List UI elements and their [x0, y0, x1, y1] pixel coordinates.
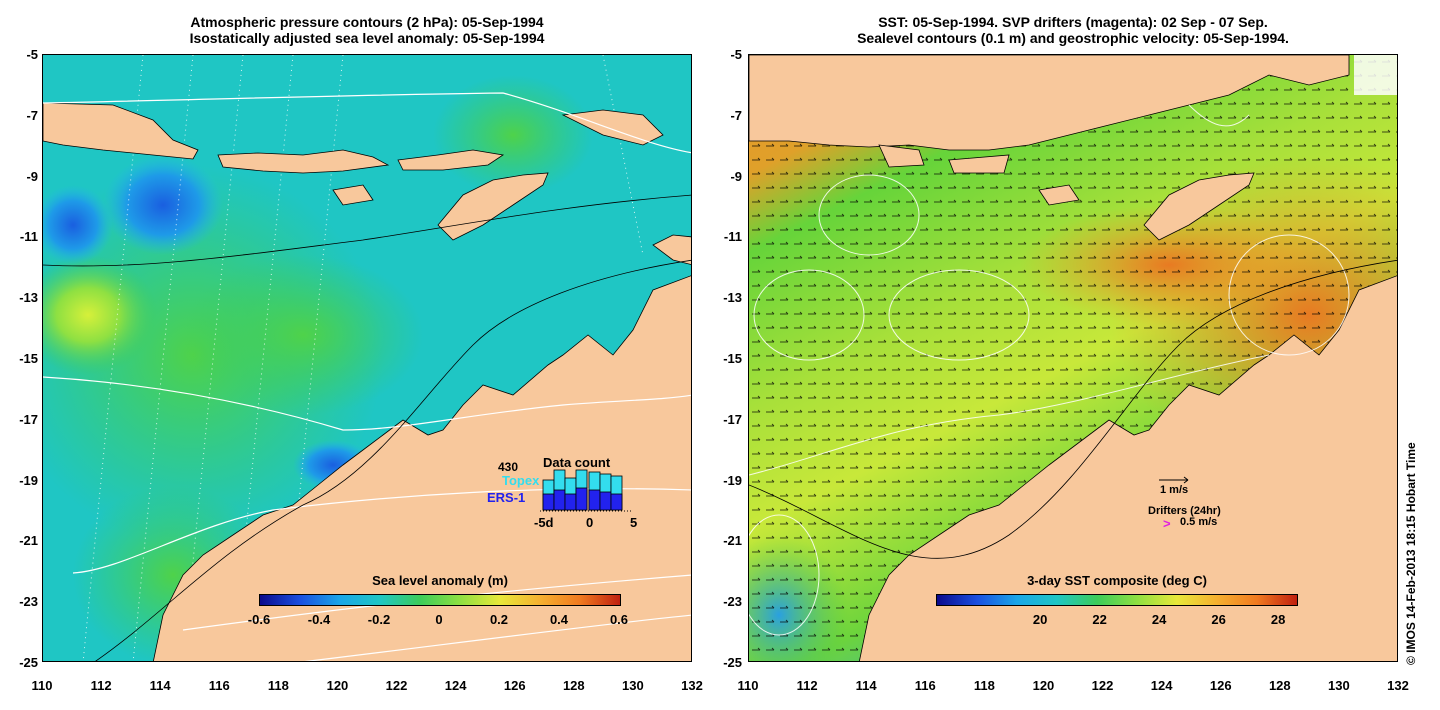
sla-colorbar-tick: 0.6 — [609, 612, 629, 627]
x-tick-label: 116 — [914, 678, 936, 693]
x-tick-label: 128 — [562, 678, 585, 693]
x-tick-label: 116 — [208, 678, 230, 693]
x-tick-label: 126 — [503, 678, 526, 693]
sla-colorbar-title: Sea level anomaly (m) — [372, 573, 508, 588]
y-tick-label: -25 — [19, 655, 38, 670]
data-count-tick-start: -5d — [534, 515, 554, 530]
y-tick-label: -15 — [723, 351, 742, 366]
left-title-line2: Isostatically adjusted sea level anomaly… — [189, 30, 545, 46]
y-tick-label: -21 — [19, 533, 38, 549]
x-tick-label: 114 — [855, 678, 877, 693]
y-tick-label: -9 — [26, 168, 38, 184]
data-count-ers-label: ERS-1 — [487, 490, 526, 505]
data-count-title: Data count — [543, 455, 611, 470]
x-tick-label: 118 — [267, 678, 289, 693]
x-tick-label: 132 — [1387, 678, 1409, 693]
drifters-label: Drifters (24hr) — [1148, 505, 1221, 517]
x-tick-label: 110 — [737, 678, 759, 693]
sla-colorbar-tick: -0.4 — [307, 612, 331, 627]
x-tick-label: 128 — [1268, 678, 1291, 693]
right-title: SST: 05-Sep-1994. SVP drifters (magenta)… — [748, 14, 1398, 46]
y-tick-label: -23 — [723, 594, 742, 610]
y-tick-label: -7 — [730, 107, 742, 123]
y-tick-label: -19 — [723, 472, 742, 488]
x-tick-label: 124 — [1150, 678, 1173, 693]
left-title-line1: Atmospheric pressure contours (2 hPa): 0… — [190, 14, 544, 30]
y-tick-label: -13 — [723, 290, 742, 306]
drifters-marker: > — [1163, 516, 1171, 531]
sla-colorbar-tick: 0.4 — [549, 612, 569, 627]
sst-colorbar-tick: 20 — [1032, 612, 1048, 627]
data-count-topex-label: Topex — [502, 473, 540, 488]
x-tick-label: 112 — [90, 678, 112, 693]
data-count-tick-end: 5 — [630, 515, 638, 530]
y-tick-label: -23 — [19, 594, 38, 610]
right-title-line1: SST: 05-Sep-1994. SVP drifters (magenta)… — [878, 14, 1268, 30]
x-tick-label: 114 — [149, 678, 171, 693]
x-tick-label: 122 — [1091, 678, 1114, 693]
y-tick-label: -21 — [723, 533, 742, 549]
sla-colorbar-tick: 0.2 — [489, 612, 509, 627]
x-tick-label: 110 — [31, 678, 53, 693]
sla-map-panel — [42, 54, 692, 662]
y-tick-label: -13 — [19, 290, 38, 306]
sst-colorbar-tick: 22 — [1092, 612, 1107, 627]
x-tick-label: 112 — [796, 678, 818, 693]
y-tick-label: -11 — [19, 229, 38, 245]
sla-colorbar-tick: 0 — [435, 612, 443, 627]
x-tick-label: 130 — [1328, 678, 1350, 693]
data-count-total: 430 — [498, 460, 519, 474]
y-tick-label: -9 — [730, 168, 742, 184]
imos-credit: © IMOS 14-Feb-2013 18:15 Hobart Time — [1404, 442, 1418, 665]
y-tick-label: -5 — [730, 47, 742, 62]
sla-colorbar — [259, 594, 621, 606]
velocity-scale-label: 1 m/s — [1160, 484, 1189, 496]
y-tick-label: -17 — [19, 411, 38, 427]
data-count-histogram — [540, 469, 632, 512]
sla-colorbar-tick: -0.6 — [247, 612, 271, 627]
x-tick-label: 120 — [1032, 678, 1055, 693]
x-tick-label: 122 — [385, 678, 408, 693]
drifters-speed: 0.5 m/s — [1180, 516, 1218, 528]
sla-map — [43, 55, 691, 661]
sst-colorbar-tick: 26 — [1211, 612, 1226, 627]
y-tick-label: -17 — [723, 411, 742, 427]
sla-colorbar-tick: -0.2 — [367, 612, 391, 627]
y-tick-label: -7 — [26, 107, 38, 123]
y-tick-label: -25 — [723, 655, 742, 670]
x-tick-label: 124 — [444, 678, 467, 693]
data-count-tick-zero: 0 — [586, 515, 594, 530]
sst-colorbar-tick: 28 — [1270, 612, 1286, 627]
y-tick-label: -5 — [26, 47, 38, 62]
y-tick-label: -19 — [19, 472, 38, 488]
x-tick-label: 126 — [1209, 678, 1232, 693]
sst-colorbar-title: 3-day SST composite (deg C) — [1027, 573, 1207, 588]
sst-colorbar — [936, 594, 1298, 606]
right-title-line2: Sealevel contours (0.1 m) and geostrophi… — [857, 30, 1289, 46]
x-tick-label: 118 — [973, 678, 995, 693]
x-tick-label: 132 — [681, 678, 703, 693]
y-tick-label: -11 — [723, 229, 742, 245]
sst-colorbar-tick: 24 — [1151, 612, 1167, 627]
sst-map — [749, 55, 1397, 661]
velocity-scale-arrow — [1159, 476, 1189, 484]
sst-map-panel — [748, 54, 1398, 662]
left-title: Atmospheric pressure contours (2 hPa): 0… — [42, 14, 692, 46]
x-tick-label: 120 — [326, 678, 349, 693]
y-tick-label: -15 — [19, 351, 38, 366]
x-tick-label: 130 — [622, 678, 644, 693]
